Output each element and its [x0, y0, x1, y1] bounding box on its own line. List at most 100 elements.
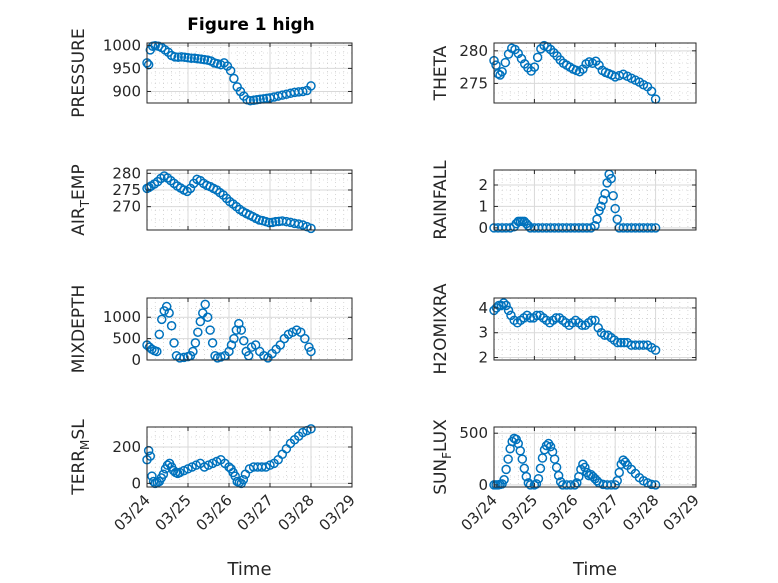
y-tick-label: 1000 [103, 308, 141, 326]
data-point [592, 214, 602, 225]
data-point [608, 190, 618, 201]
data-point [152, 346, 162, 357]
y-axis-label: H2OMIXRA [431, 283, 451, 374]
data-point [200, 299, 210, 310]
data-point [226, 340, 237, 350]
y-tick-label: 0 [478, 219, 488, 237]
data-point [252, 95, 262, 105]
data-point [503, 305, 514, 316]
subplot-6: 2 3 4 H2OMIXRA [431, 283, 697, 375]
data-point [236, 325, 247, 335]
data-point [296, 327, 306, 337]
data-point [517, 454, 528, 464]
data-point [264, 217, 274, 228]
data-point [580, 462, 590, 473]
data-point [189, 53, 200, 63]
data-point [612, 337, 623, 348]
y-tick-label: 275 [112, 181, 141, 199]
data-point [491, 60, 501, 70]
data-point [183, 53, 193, 63]
data-point [505, 223, 515, 233]
y-tick-label: 1000 [103, 36, 141, 54]
y-axis-label: SUNFLUX [431, 419, 454, 495]
data-point [170, 52, 180, 62]
data-point [143, 59, 154, 70]
data-point [277, 449, 288, 460]
x-tick-label: 03/29 [316, 491, 359, 534]
y-tick-label: 900 [112, 82, 141, 100]
minor-grid [146, 43, 353, 103]
y-tick-label: 0 [131, 474, 141, 492]
data-point [193, 53, 203, 64]
axes-box [146, 169, 353, 231]
data-point [638, 340, 649, 350]
data-point [207, 338, 218, 348]
data-point [154, 329, 165, 340]
y-tick-label: 950 [112, 59, 141, 77]
axes-box [493, 42, 697, 104]
x-axis-label: Time [226, 559, 271, 580]
figure-title: Figure 1 high [187, 15, 315, 35]
x-tick-label: 03/28 [619, 491, 662, 534]
data-point [529, 62, 540, 72]
y-tick-label: 3 [478, 324, 488, 342]
axes-box [146, 426, 353, 488]
data-point [216, 352, 226, 362]
data-point [188, 346, 198, 357]
y-tick-label: 500 [112, 330, 141, 348]
data-point [519, 463, 530, 474]
data-point [234, 318, 244, 329]
data-point [179, 52, 190, 63]
data-point [145, 451, 156, 461]
axes-box [146, 42, 353, 104]
data-point [500, 57, 511, 68]
data-point [199, 54, 210, 65]
data-point [551, 462, 562, 473]
data-point [598, 195, 608, 205]
data-point [148, 476, 159, 487]
data-point [275, 340, 285, 350]
data-point [610, 203, 620, 214]
y-tick-label: 500 [459, 424, 488, 442]
data-point [596, 201, 606, 212]
data-point [250, 340, 261, 350]
data-point [224, 346, 234, 357]
subplot-5: 0 500 1000 MIXDEPTH [69, 285, 353, 373]
data-point [306, 346, 316, 357]
y-tick-label: 200 [112, 438, 141, 456]
x-tick-label: 03/25 [498, 491, 541, 534]
data-point [225, 65, 236, 76]
y-tick-label: 4 [478, 299, 488, 317]
x-tick-label: 03/25 [152, 491, 195, 534]
data-point [229, 73, 239, 84]
subplot-1: 900 950 1000 PRESSURE [69, 28, 353, 118]
data-point [650, 480, 661, 490]
data-point [533, 473, 544, 484]
data-point [587, 315, 597, 326]
y-axis-label: PRESSURE [69, 28, 89, 117]
data-point [501, 464, 511, 475]
data-point [293, 219, 304, 229]
data-point [650, 345, 661, 355]
data-point [498, 298, 509, 308]
y-tick-label: 2 [478, 176, 488, 194]
data-point [193, 327, 203, 337]
data-point [229, 333, 239, 344]
data-point [176, 52, 187, 62]
data-point [491, 303, 502, 313]
axes-box [493, 297, 697, 361]
data-point [499, 475, 509, 485]
data-point [166, 321, 177, 331]
x-tick-label: 03/27 [579, 491, 622, 534]
x-tick-label: 03/27 [234, 491, 277, 534]
data-point [245, 95, 256, 106]
x-tick-label: 03/26 [538, 491, 581, 534]
axes-box [493, 426, 697, 488]
data-point [306, 81, 316, 91]
data-point [169, 338, 179, 348]
data-point [616, 337, 626, 348]
